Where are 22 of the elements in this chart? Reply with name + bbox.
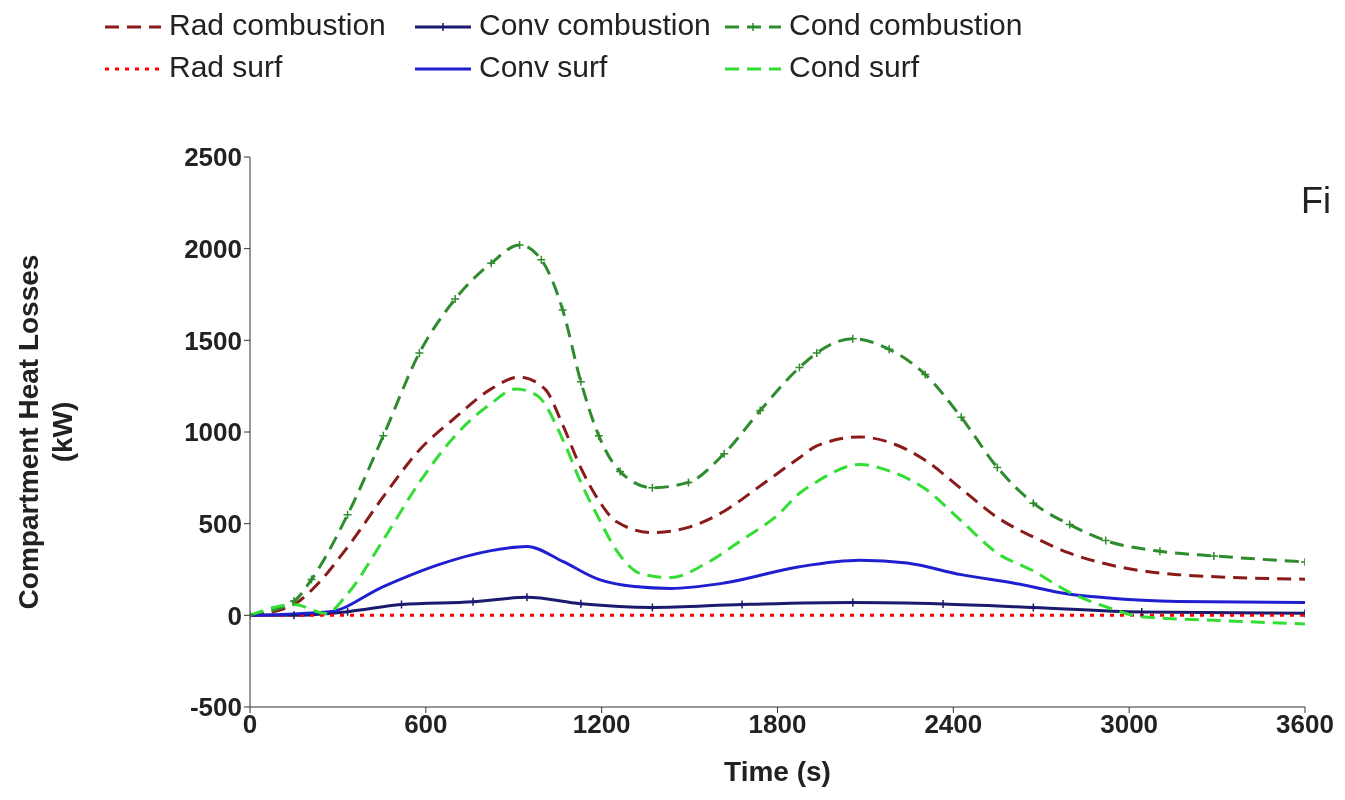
y-tick-label: 1500 (184, 325, 242, 356)
y-tick-label: 1000 (184, 417, 242, 448)
x-tick-label: 600 (404, 709, 448, 740)
y-tick-label: 500 (198, 508, 242, 539)
x-tick-label: 1200 (572, 709, 631, 740)
legend-label: Cond surf (788, 50, 921, 84)
y-tick-label: -500 (189, 692, 242, 723)
y-tick-label: 2500 (184, 142, 242, 173)
legend-label: Cond combustion (788, 8, 1024, 42)
x-axis-title: Time (s) (724, 756, 831, 787)
x-tick-label: 3600 (1276, 709, 1334, 740)
legend-label: Rad surf (168, 50, 284, 84)
y-axis-title: Compartment Heat Losses (kW) (13, 254, 78, 610)
y-tick-label: 2000 (184, 233, 242, 264)
annotation: Fi (1301, 180, 1331, 222)
x-tick-label: 2400 (924, 709, 983, 740)
legend-label: Rad combustion (168, 8, 387, 42)
legend-label: Conv surf (478, 50, 609, 84)
x-tick-label: 1800 (748, 709, 807, 740)
y-tick-label: 0 (227, 600, 242, 631)
legend-label: Conv combustion (478, 8, 712, 42)
x-tick-label: 3000 (1100, 709, 1159, 740)
